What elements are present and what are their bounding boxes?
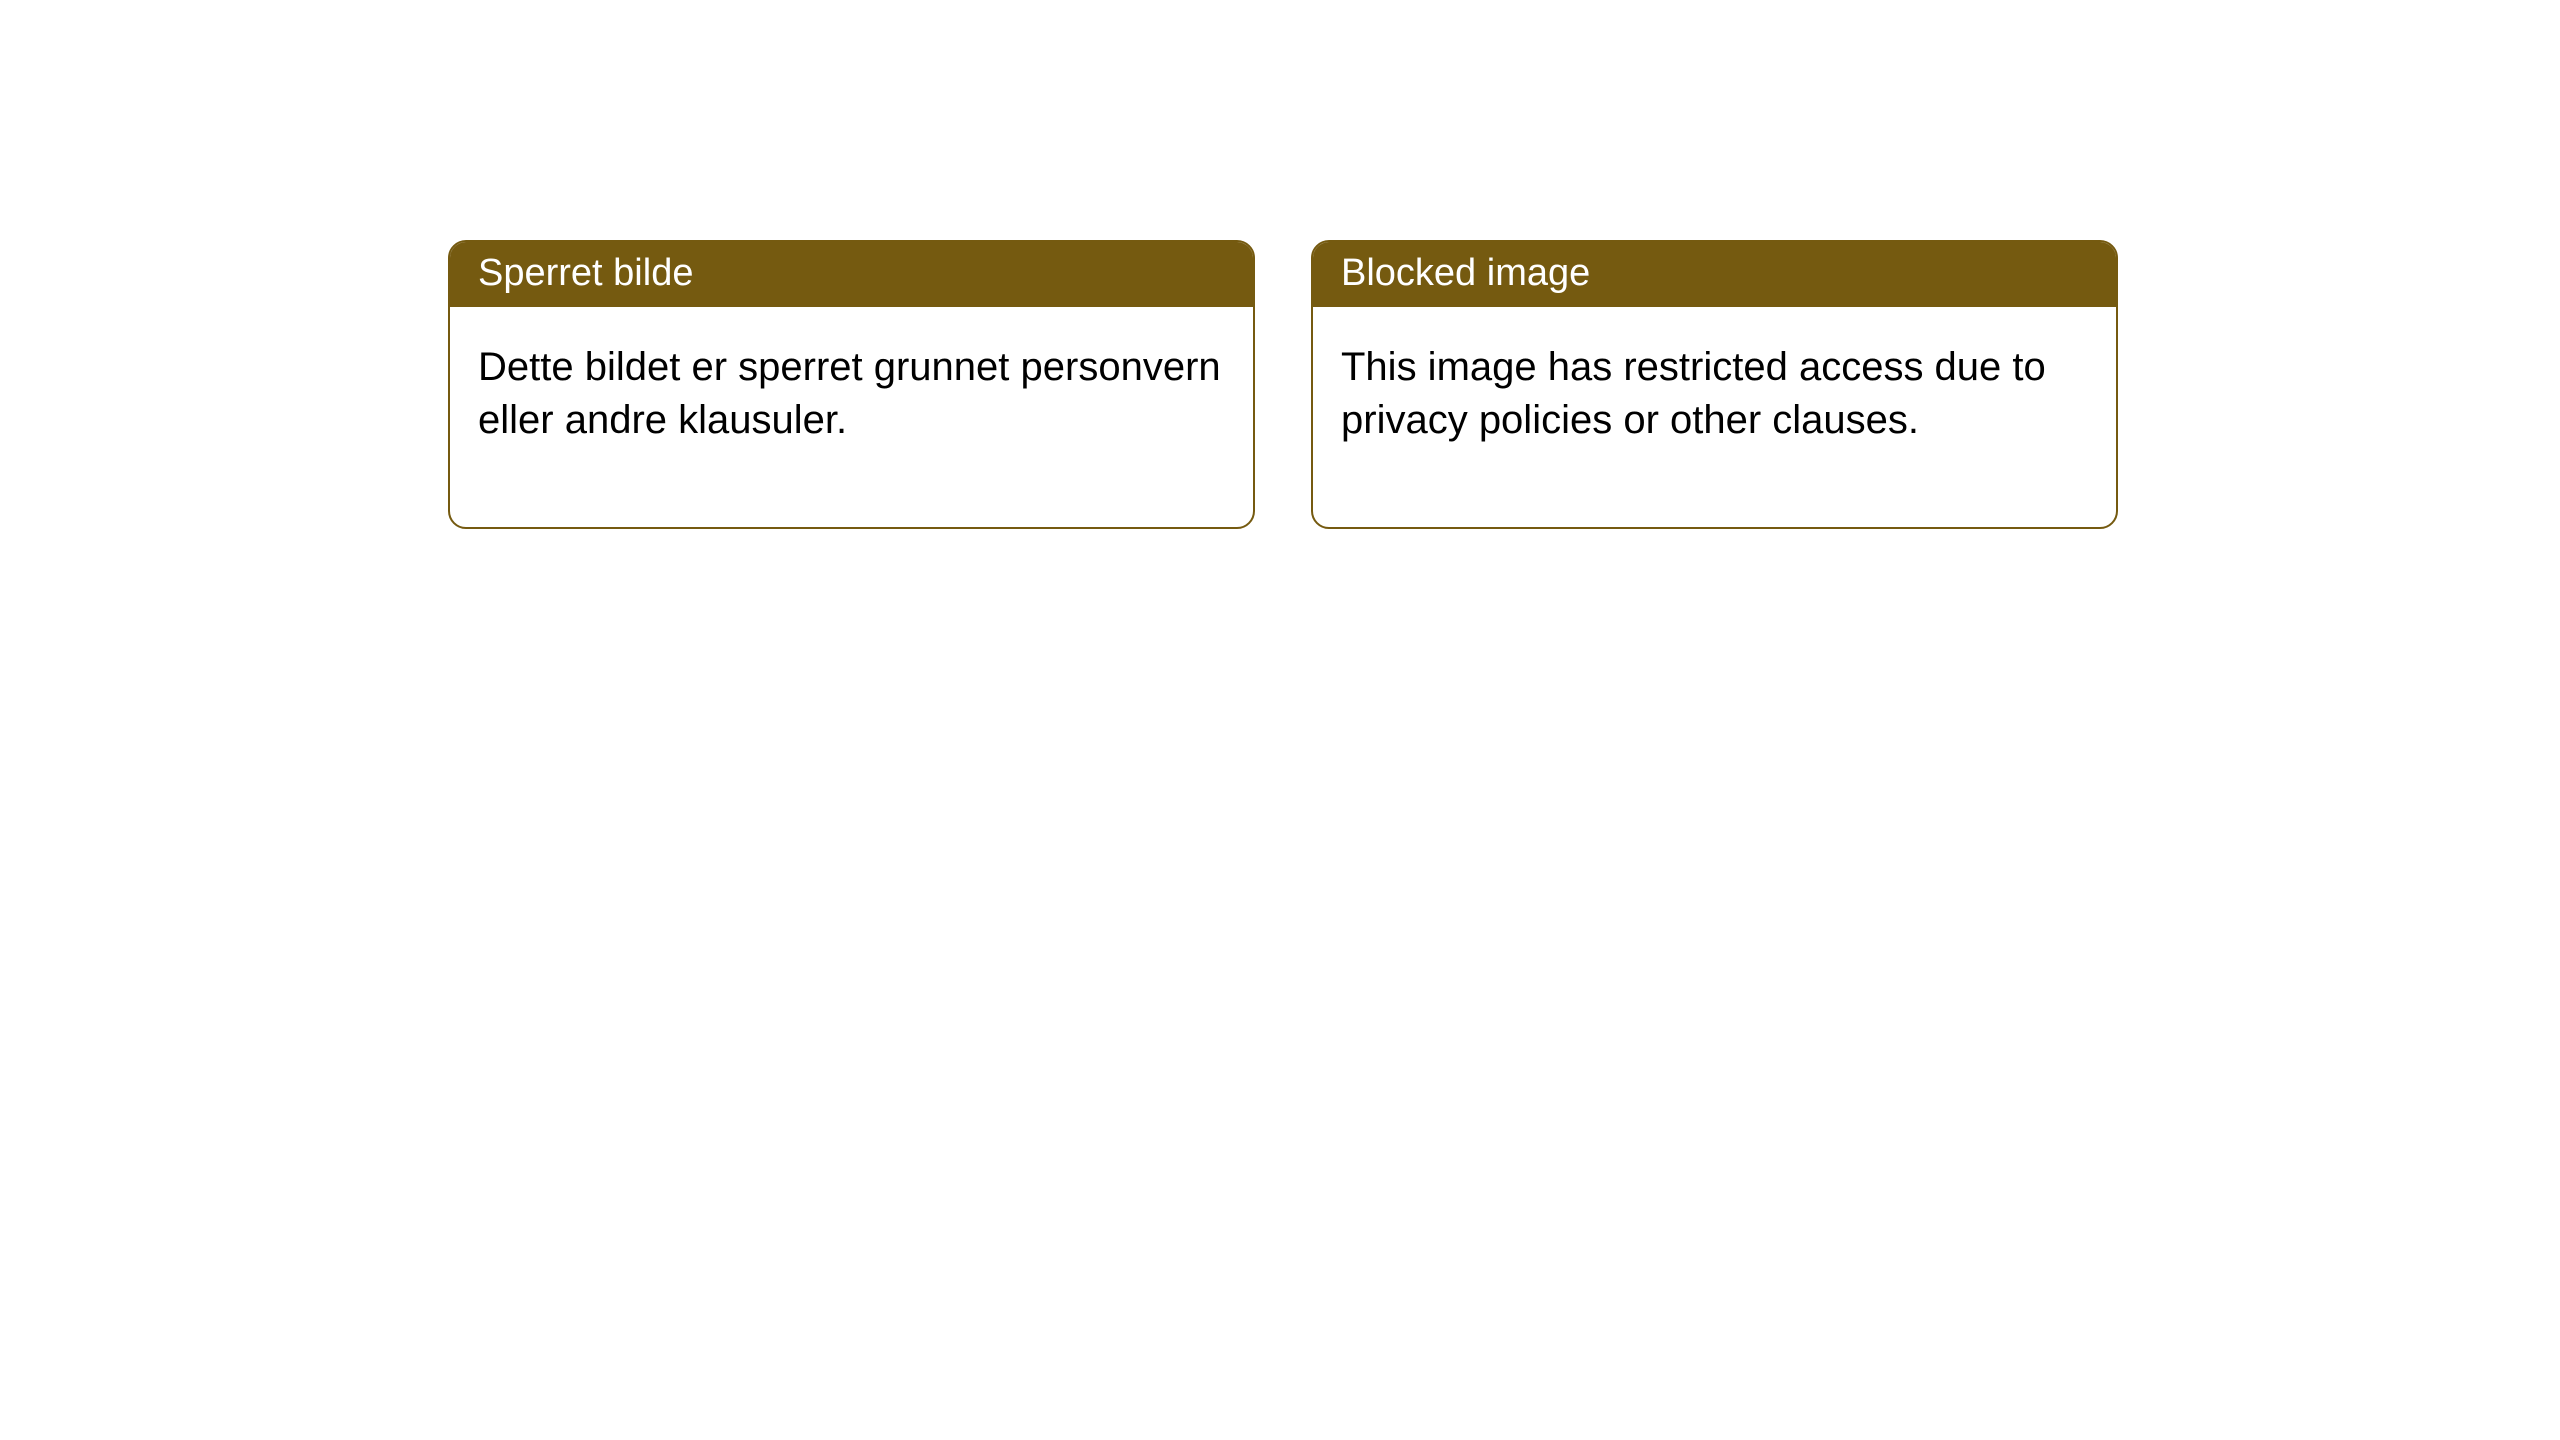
notice-container: Sperret bilde Dette bildet er sperret gr…: [0, 0, 2560, 529]
notice-card-english: Blocked image This image has restricted …: [1311, 240, 2118, 529]
notice-card-norwegian: Sperret bilde Dette bildet er sperret gr…: [448, 240, 1255, 529]
notice-body-english: This image has restricted access due to …: [1313, 307, 2116, 527]
notice-body-norwegian: Dette bildet er sperret grunnet personve…: [450, 307, 1253, 527]
notice-header-norwegian: Sperret bilde: [450, 242, 1253, 307]
notice-header-english: Blocked image: [1313, 242, 2116, 307]
